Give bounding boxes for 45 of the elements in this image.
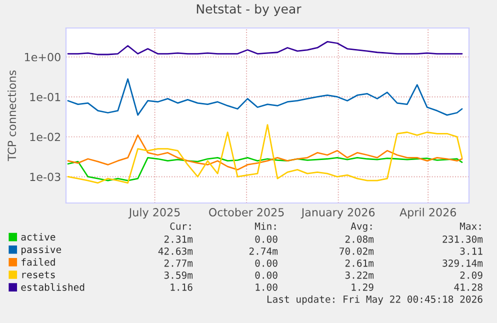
- x-tick-label: October 2025: [209, 208, 284, 216]
- text: 231.30m: [442, 235, 483, 243]
- x-tick-label: January 2026: [300, 208, 375, 219]
- text: 2.09: [460, 271, 482, 279]
- text: Last update: Fri May 22 00:45:18 2026: [267, 295, 482, 305]
- text: 0.00: [255, 259, 278, 267]
- text: 3.11: [460, 247, 482, 255]
- text: Max:: [460, 222, 481, 230]
- legend-label: failed: [22, 258, 55, 266]
- text: 41.28: [454, 283, 482, 291]
- text: 0.00: [255, 271, 278, 279]
- text: Min:: [254, 222, 276, 230]
- x-tick-label: April 2026: [400, 208, 456, 219]
- text: 1.29: [352, 283, 374, 291]
- legend-label: active: [21, 233, 56, 241]
- line-series: [67, 78, 463, 116]
- chart-title: Netstat - by year: [196, 4, 302, 16]
- text: 70.02m: [340, 247, 374, 255]
- text: 2.08m: [345, 235, 374, 243]
- text: 1.16: [170, 283, 192, 291]
- y-tick-label: 1e+00: [25, 52, 60, 62]
- line-series: [67, 41, 463, 56]
- line-series: [67, 156, 463, 182]
- text: 2.31m: [164, 235, 193, 243]
- text: 2.61m: [345, 259, 374, 267]
- text: 3.22m: [345, 271, 374, 279]
- x-tick-label: July 2025: [128, 208, 180, 219]
- text: Avg:: [350, 222, 372, 232]
- text: 2.74m: [249, 247, 278, 255]
- legend-label: passive: [22, 246, 62, 256]
- y-axis-title: TCP connections: [7, 70, 16, 162]
- text: 329.14m: [442, 259, 483, 267]
- legend-label: resets: [22, 271, 55, 278]
- y-tick-label: 1e-03: [30, 172, 60, 182]
- legend-label: established: [21, 283, 84, 291]
- line-series: [67, 134, 463, 170]
- text: Cur:: [170, 222, 191, 230]
- y-tick-label: 1e-02: [30, 132, 60, 142]
- y-tick-label: 1e-01: [30, 92, 60, 102]
- text: 42.63m: [158, 247, 193, 255]
- text: 2.77m: [164, 259, 193, 267]
- text: 3.59m: [164, 271, 193, 279]
- text: 0.00: [255, 235, 278, 243]
- text: 1.00: [256, 283, 278, 291]
- line-series: [67, 124, 463, 184]
